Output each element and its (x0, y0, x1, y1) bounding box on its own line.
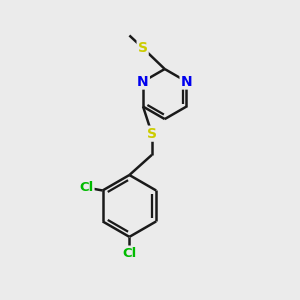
Text: N: N (181, 74, 192, 88)
Text: S: S (147, 127, 157, 141)
Text: S: S (138, 41, 148, 55)
Text: N: N (137, 74, 149, 88)
Text: Cl: Cl (122, 247, 136, 260)
Text: Cl: Cl (79, 181, 94, 194)
